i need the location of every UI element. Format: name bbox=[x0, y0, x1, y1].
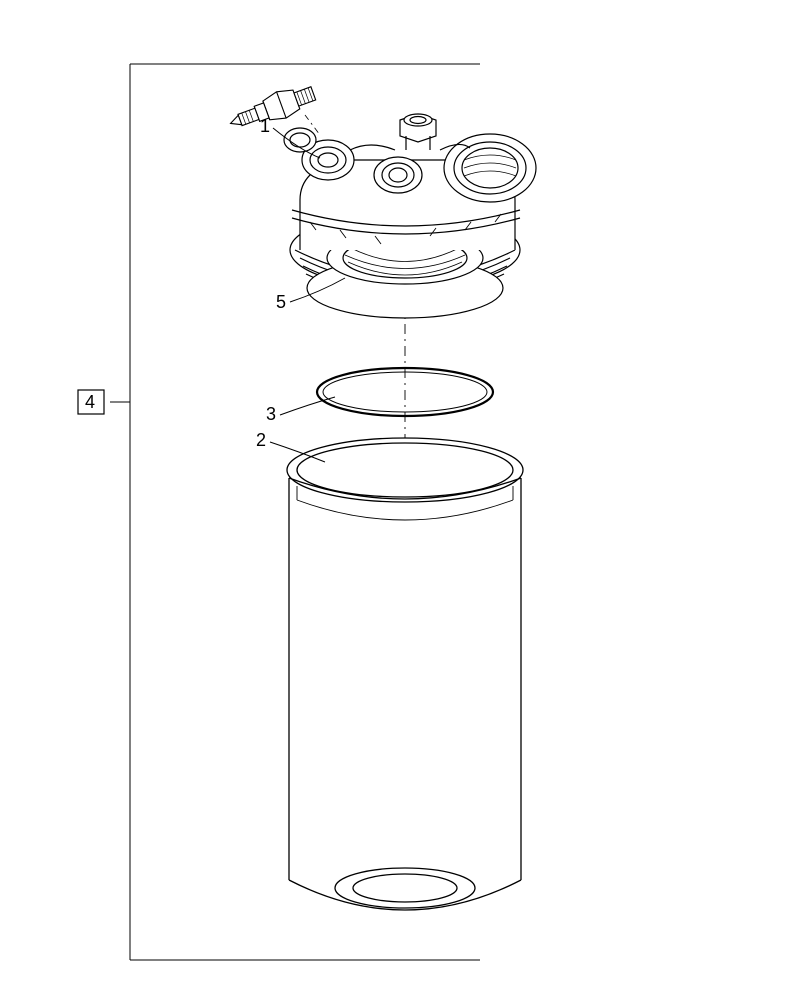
exploded-diagram: 4 bbox=[0, 0, 812, 1000]
filter-head bbox=[284, 114, 536, 318]
callout-1: 1 bbox=[260, 116, 270, 136]
callout-5: 5 bbox=[276, 292, 286, 312]
filter-canister bbox=[287, 438, 523, 910]
callout-2: 2 bbox=[256, 430, 266, 450]
callout-4: 4 bbox=[85, 392, 95, 412]
callout-4-group: 4 bbox=[78, 390, 104, 414]
callout-3: 3 bbox=[266, 404, 276, 424]
